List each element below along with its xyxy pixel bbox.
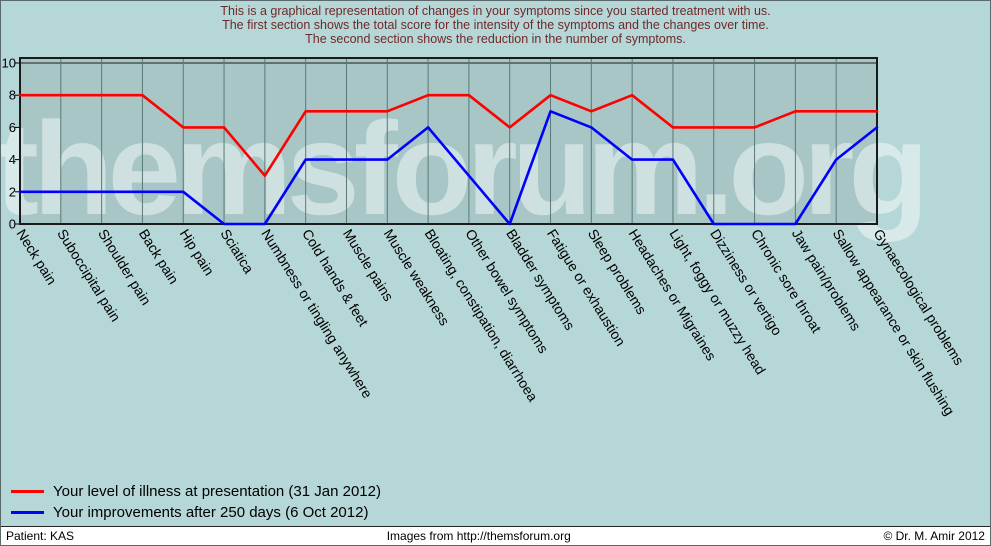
y-axis-label: 10	[2, 56, 16, 71]
y-axis-label: 0	[9, 217, 16, 232]
description-line-1: This is a graphical representation of ch…	[220, 4, 771, 18]
plot-area	[20, 58, 877, 224]
footer-bar: Patient: KAS Images from http://themsfor…	[1, 526, 990, 545]
plot-border	[19, 57, 878, 225]
credit-label: Images from http://themsforum.org	[386, 529, 571, 543]
series-line-1	[18, 109, 879, 226]
series-line-0	[18, 93, 879, 177]
copyright-label: © Dr. M. Amir 2012	[883, 529, 985, 543]
y-axis-label: 8	[9, 88, 16, 103]
chart-description: This is a graphical representation of ch…	[1, 4, 990, 46]
y-axis-label: 4	[9, 152, 16, 167]
y-axis-label: 6	[9, 120, 16, 135]
legend-item-presentation: Your level of illness at presentation (3…	[11, 481, 381, 502]
blue-line-swatch	[11, 511, 44, 514]
chart-legend: Your level of illness at presentation (3…	[11, 481, 381, 523]
red-line-swatch	[11, 490, 44, 493]
x-axis-label: Dizziness or vertigo	[707, 226, 785, 338]
y-axis-label: 2	[9, 184, 16, 199]
legend-item-improvements: Your improvements after 250 days (6 Oct …	[11, 502, 381, 523]
patient-label: Patient: KAS	[6, 529, 75, 543]
description-line-3: The second section shows the reduction i…	[305, 32, 686, 46]
legend-label-presentation: Your level of illness at presentation (3…	[53, 483, 381, 500]
description-line-2: The first section shows the total score …	[222, 18, 769, 32]
legend-label-improvements: Your improvements after 250 days (6 Oct …	[53, 504, 369, 521]
x-axis-label: Fatigue or exhaustion	[544, 226, 629, 349]
